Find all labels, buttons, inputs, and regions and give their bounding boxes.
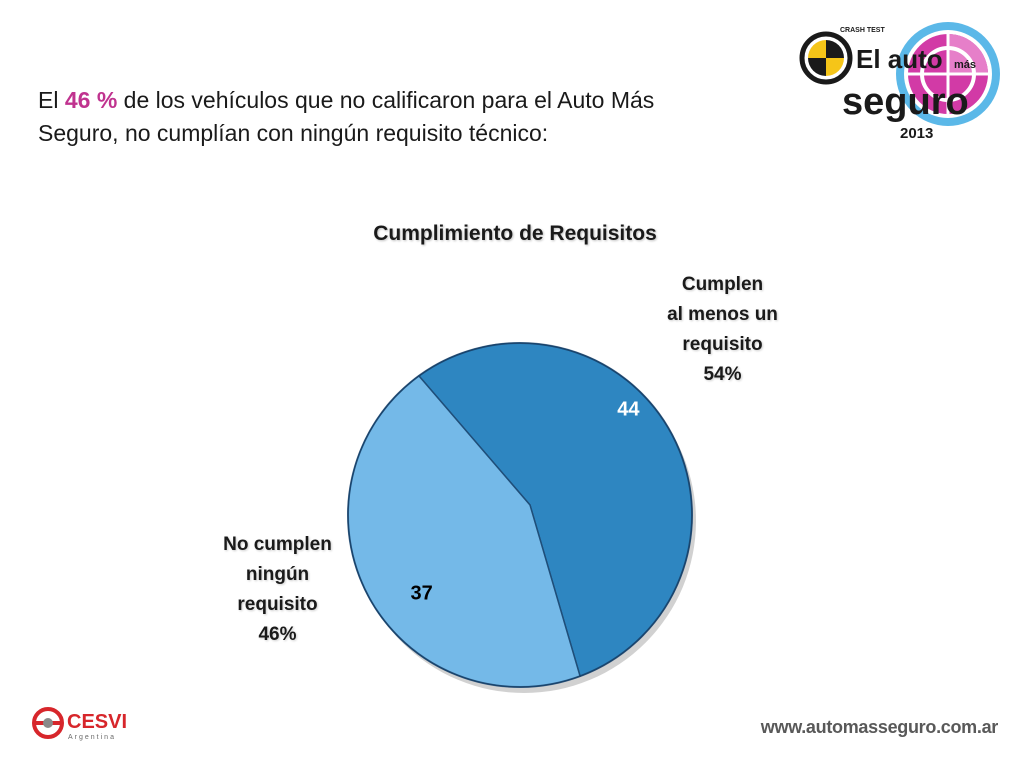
headline: El 46 % de los vehículos que no califica…	[38, 84, 758, 150]
mas-text: más	[954, 59, 976, 71]
el-auto-text: El auto	[856, 44, 943, 74]
pie-rim	[347, 342, 693, 688]
headline-line2: Seguro, no cumplían con ningún requisito…	[38, 120, 549, 146]
chart-title: Cumplimiento de Requisitos	[373, 222, 657, 245]
headline-highlight: 46 %	[64, 87, 118, 113]
label-no-cumplen: No cumplen ningún requisito 46%	[200, 530, 355, 650]
cesvi-logo-graphic: CESVI Argentina	[32, 707, 127, 741]
pie-data-label-1: 37	[411, 583, 433, 605]
pie-data-label-0: 44	[617, 398, 640, 420]
cesvi-logo: CESVI Argentina	[30, 704, 150, 742]
pie-chart-svg: 44 37	[347, 342, 696, 693]
pie-chart: 44 37	[330, 330, 710, 700]
auto-mas-seguro-logo: CRASH TEST El auto más seguro 2013	[798, 18, 1002, 146]
cesvi-sub-text: Argentina	[68, 734, 116, 741]
headline-prefix: El	[38, 87, 65, 113]
seguro-text: seguro	[842, 81, 969, 123]
crash-test-text: CRASH TEST	[840, 27, 885, 34]
cesvi-text: CESVI	[67, 711, 127, 733]
label-no-cumplen-pct: 46%	[258, 624, 297, 645]
auto-mas-seguro-logo-graphic: CRASH TEST El auto más seguro 2013	[799, 22, 1000, 142]
label-cumplen: Cumplen al menos un requisito 54%	[640, 270, 805, 390]
label-cumplen-pct: 54%	[703, 364, 742, 385]
label-no-cumplen-name: No cumplen ningún requisito	[223, 534, 332, 615]
site-url: www.automasseguro.com.ar	[760, 717, 999, 737]
label-cumplen-name: Cumplen al menos un requisito	[667, 274, 778, 355]
year-text: 2013	[900, 125, 933, 142]
headline-line1: de los vehículos que no calificaron para…	[117, 87, 655, 113]
